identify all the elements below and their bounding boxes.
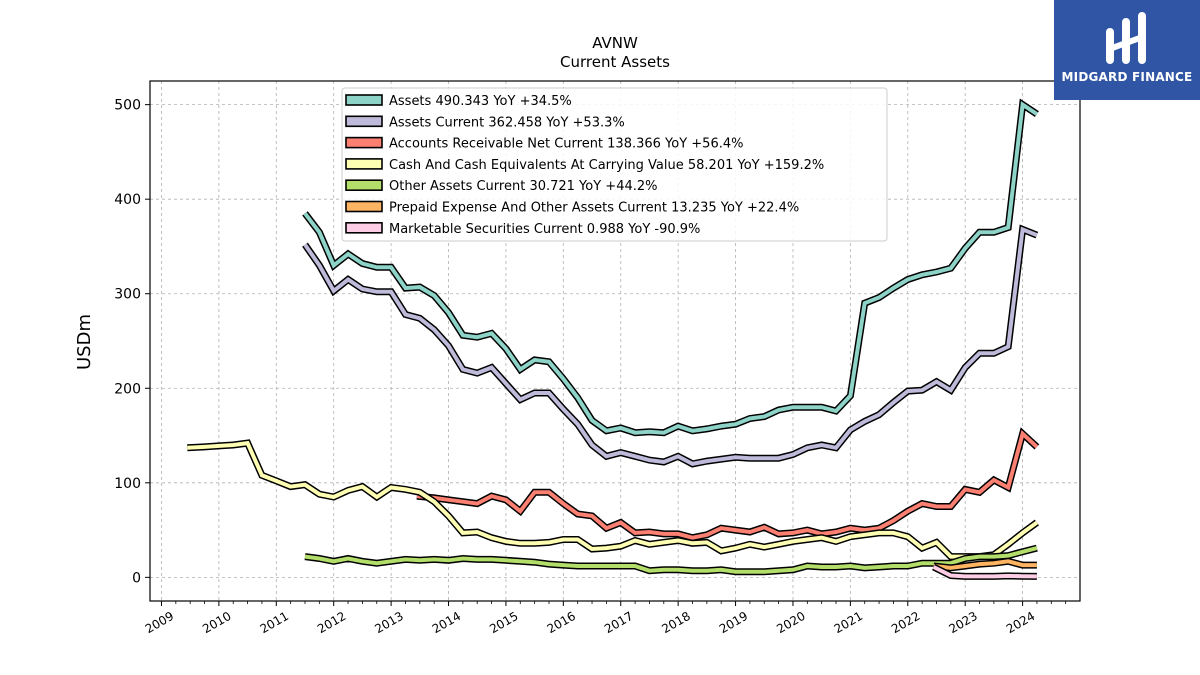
series-3	[187, 439, 1039, 561]
x-tick-label: 2024	[1004, 609, 1037, 636]
x-tick-label: 2023	[946, 609, 979, 636]
series-line	[303, 226, 1038, 466]
chart-title: AVNW	[592, 34, 638, 52]
series-line-outline	[416, 427, 1040, 542]
y-tick-label: 300	[114, 287, 141, 303]
series-1	[302, 224, 1039, 468]
legend-box	[341, 87, 888, 242]
series-2	[416, 427, 1040, 542]
legend-entry: Assets Current 362.458 YoY +53.3%	[389, 115, 625, 130]
plot-area	[187, 98, 1040, 580]
logo-mark-icon	[1106, 12, 1146, 64]
x-tick-label: 2020	[774, 609, 807, 636]
y-tick-label: 500	[114, 98, 141, 114]
x-tick-label: 2019	[717, 609, 750, 636]
y-axis-label: USDm	[74, 314, 95, 370]
y-tick-label: 0	[132, 570, 141, 586]
legend-swatch	[345, 115, 383, 128]
x-tick-label: 2018	[659, 609, 692, 636]
x-tick-label: 2017	[602, 609, 635, 636]
x-tick-label: 2013	[372, 609, 405, 636]
legend-entry: Assets 490.343 YoY +34.5%	[389, 94, 572, 109]
x-tick-label: 2016	[545, 609, 578, 636]
legend-swatch	[345, 179, 383, 191]
legend-swatch	[345, 222, 383, 234]
x-tick-label: 2015	[487, 609, 520, 636]
x-tick-label: 2021	[832, 609, 865, 636]
series-0	[302, 98, 1039, 437]
x-tick-label: 2009	[143, 609, 176, 636]
legend-swatch	[345, 158, 383, 170]
legend-entry: Cash And Cash Equivalents At Carrying Va…	[389, 158, 824, 173]
y-tick-label: 100	[114, 476, 141, 492]
legend-swatch	[345, 200, 383, 213]
y-tick-label: 400	[114, 192, 141, 208]
series-line	[933, 559, 1037, 570]
legend-entry: Marketable Securities Current 0.988 YoY …	[389, 222, 700, 237]
series-5	[933, 557, 1037, 572]
x-tick-label: 2022	[889, 609, 922, 636]
brand-logo: MIDGARD FINANCE	[1054, 0, 1200, 100]
series-line	[932, 565, 1037, 579]
series-line	[304, 546, 1038, 574]
legend-entry: Other Assets Current 30.721 YoY +44.2%	[389, 179, 658, 194]
series-6	[932, 563, 1037, 580]
x-tick-label: 2011	[258, 609, 291, 636]
x-tick-label: 2010	[200, 609, 233, 636]
chart-subtitle: Current Assets	[560, 53, 670, 71]
x-tick-label: 2014	[430, 609, 463, 636]
plot-frame	[149, 80, 1081, 602]
legend-swatch	[345, 94, 383, 106]
series-4	[304, 544, 1038, 576]
legend-entry: Prepaid Expense And Other Assets Current…	[389, 201, 799, 216]
logo-brand-text: MIDGARD FINANCE	[1061, 70, 1193, 84]
series-line	[303, 101, 1039, 435]
series-line	[187, 440, 1039, 559]
legend-entry: Accounts Receivable Net Current 138.366 …	[389, 137, 744, 152]
legend-swatch	[345, 136, 383, 149]
legend: Assets 490.343 YoY +34.5% Assets Current …	[341, 87, 888, 242]
x-tick-label: 2012	[315, 609, 348, 636]
y-tick-label: 200	[114, 381, 141, 397]
series-line	[416, 429, 1039, 540]
